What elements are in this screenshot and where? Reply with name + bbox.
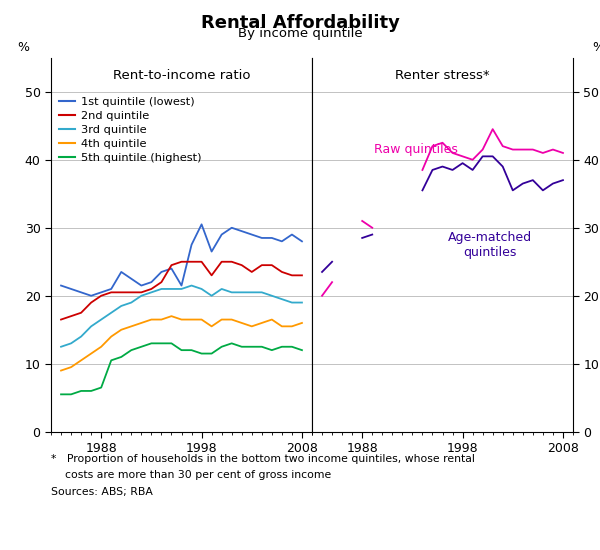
Text: Sources: ABS; RBA: Sources: ABS; RBA xyxy=(51,487,153,497)
Text: By income quintile: By income quintile xyxy=(238,28,362,41)
Text: %: % xyxy=(17,41,29,54)
Text: *   Proportion of households in the bottom two income quintiles, whose rental: * Proportion of households in the bottom… xyxy=(51,454,475,464)
Text: Age-matched
quintiles: Age-matched quintiles xyxy=(448,231,532,258)
Text: Raw quintiles: Raw quintiles xyxy=(374,143,458,156)
Text: costs are more than 30 per cent of gross income: costs are more than 30 per cent of gross… xyxy=(51,470,331,480)
Text: %: % xyxy=(592,41,600,54)
Text: Rent-to-income ratio: Rent-to-income ratio xyxy=(113,69,250,82)
Text: Rental Affordability: Rental Affordability xyxy=(200,14,400,32)
Legend: 1st quintile (lowest), 2nd quintile, 3rd quintile, 4th quintile, 5th quintile (h: 1st quintile (lowest), 2nd quintile, 3rd… xyxy=(59,97,202,163)
Text: Renter stress*: Renter stress* xyxy=(395,69,490,82)
